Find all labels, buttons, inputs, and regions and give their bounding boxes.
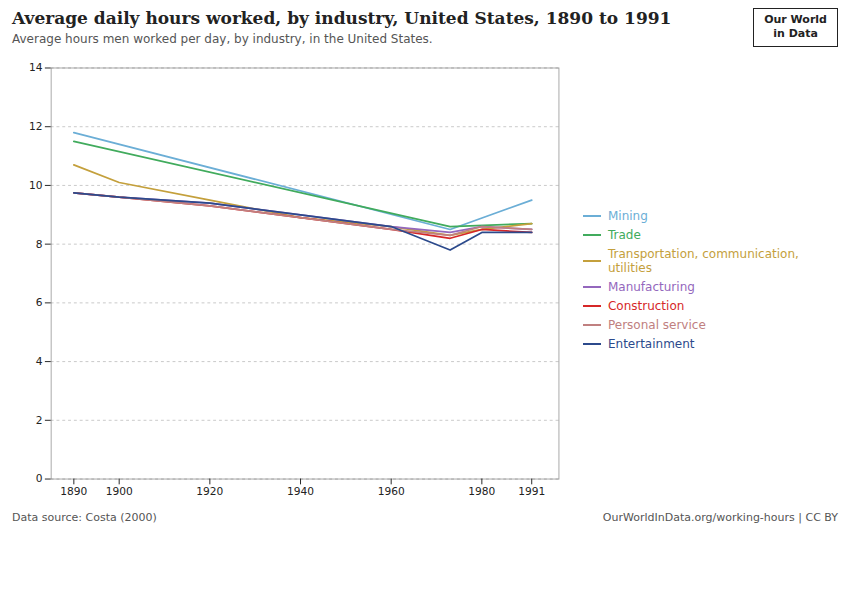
html-text:Manufacturing: Manufacturing <box>608 279 695 294</box>
svg-text:4: 4 <box>36 355 43 368</box>
svg-text:12: 12 <box>29 120 43 133</box>
html-text:OurWorldInData.org/working-hou: OurWorldInData.org/working-hours | CC BY <box>602 511 838 525</box>
html-text:Average daily hours worked, by: Average daily hours worked, by industry,… <box>12 8 672 28</box>
html-text:Data source: Costa (2000): Data source: Costa (2000) <box>12 511 157 525</box>
svg-text:1940: 1940 <box>287 485 314 498</box>
html-text:Our World: Our World <box>764 13 827 26</box>
svg-text:14: 14 <box>29 61 43 74</box>
svg-text:0: 0 <box>36 472 43 485</box>
svg-text:2: 2 <box>36 413 43 426</box>
html-text:Entertainment: Entertainment <box>608 336 695 351</box>
html-text:Construction: Construction <box>608 298 685 313</box>
html-text:Trade: Trade <box>608 227 641 242</box>
svg-text:1900: 1900 <box>106 485 133 498</box>
svg-text:10: 10 <box>29 178 43 191</box>
html-text:in Data: in Data <box>773 27 818 41</box>
html-text:Transportation, communication,: Transportation, communication, utilities <box>608 246 799 275</box>
html-text:Personal service: Personal service <box>608 317 706 332</box>
html-text:Average hours men worked per d: Average hours men worked per day, by ind… <box>12 32 433 46</box>
svg-text:1920: 1920 <box>196 485 223 498</box>
svg-text:1960: 1960 <box>378 485 405 498</box>
svg-text:1890: 1890 <box>60 485 87 498</box>
svg-text:6: 6 <box>36 296 43 309</box>
svg-text:1980: 1980 <box>468 485 495 498</box>
html-text:Mining: Mining <box>608 208 648 223</box>
svg-text:1991: 1991 <box>518 485 545 498</box>
svg-text:8: 8 <box>36 237 43 250</box>
